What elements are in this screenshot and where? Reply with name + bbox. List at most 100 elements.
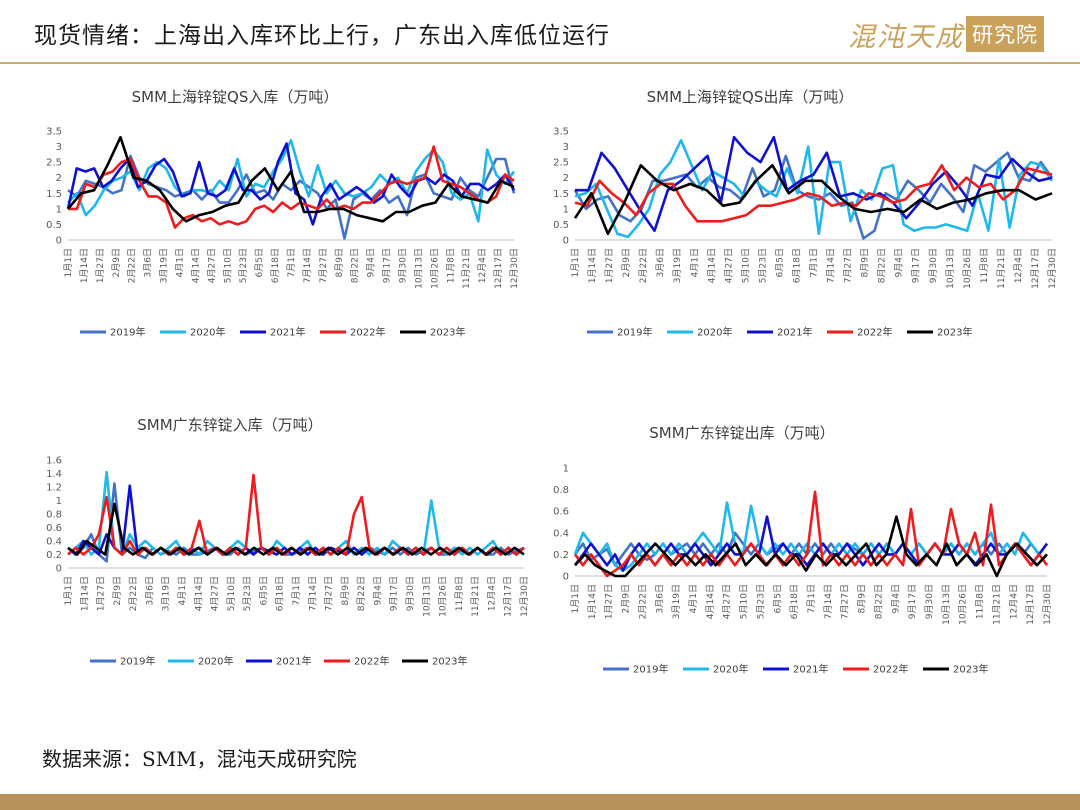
logo-text: 混沌天成 — [848, 21, 964, 53]
x-tick-label: 4月14日 — [193, 576, 204, 611]
x-tick-label: 12月4日 — [1013, 248, 1024, 283]
series-line-2023 — [573, 164, 1053, 236]
x-tick-label: 11月8日 — [445, 248, 456, 283]
x-tick-label: 2月9日 — [112, 576, 123, 605]
x-tick-label: 4月1日 — [688, 584, 699, 613]
x-tick-label: 10月13日 — [941, 584, 952, 625]
footer-bar — [0, 794, 1080, 810]
y-tick-label: 1 — [563, 464, 569, 475]
chart-title: SMM广东锌锭出库（万吨） — [649, 424, 834, 442]
x-tick-label: 6月18日 — [270, 248, 281, 283]
x-tick-label: 7月27日 — [843, 248, 854, 283]
x-tick-label: 5月23日 — [242, 576, 253, 611]
chart-title: SMM上海锌锭QS出库（万吨） — [647, 88, 854, 106]
x-tick-label: 4月1日 — [689, 248, 700, 277]
company-logo: 混沌天成 研究院 — [848, 14, 1044, 54]
x-tick-label: 1月27日 — [95, 248, 106, 283]
x-tick-label: 1月1日 — [570, 584, 581, 613]
x-tick-label: 10月13日 — [421, 576, 432, 617]
y-tick-label: 3.5 — [46, 127, 62, 138]
legend-label: 2020年 — [713, 663, 748, 676]
x-tick-label: 1月14日 — [79, 248, 90, 283]
x-tick-label: 8月22日 — [356, 576, 367, 611]
series-line-2021 — [67, 484, 525, 556]
chart-title: SMM广东锌锭入库（万吨） — [137, 416, 322, 434]
x-tick-label: 5月10日 — [739, 584, 750, 619]
y-tick-label: 0 — [56, 564, 62, 575]
x-tick-label: 12月17日 — [503, 576, 514, 617]
x-tick-label: 8月22日 — [877, 248, 888, 283]
x-tick-label: 7月27日 — [324, 576, 335, 611]
chart-guangdong-inbound: SMM广东锌锭入库（万吨） 0 0.2 0.4 0.6 0.8 1 1.2 1.4 1.6 1月1日… — [46, 416, 530, 668]
x-tick-label: 4月14日 — [706, 248, 717, 283]
x-tick-label: 11月21日 — [470, 576, 481, 617]
x-tick-label: 6月18日 — [275, 576, 286, 611]
x-tick-label: 8月9日 — [860, 248, 871, 277]
x-tick-label: 5月10日 — [226, 576, 237, 611]
y-tick-label: 0.5 — [46, 220, 62, 231]
x-tick-label: 8月22日 — [873, 584, 884, 619]
x-tick-label: 9月30日 — [398, 248, 409, 283]
x-tick-label: 7月1日 — [291, 576, 302, 605]
x-tick-label: 1月27日 — [604, 584, 615, 619]
x-tick-label: 11月21日 — [996, 248, 1007, 289]
x-tick-label: 2月22日 — [128, 576, 139, 611]
x-tick-label: 7月1日 — [809, 248, 820, 277]
x-tick-label: 6月18日 — [791, 248, 802, 283]
y-tick-label: 0.2 — [553, 550, 569, 561]
x-tick-label: 7月14日 — [823, 584, 834, 619]
x-tick-label: 10月26日 — [958, 584, 969, 625]
y-tick-label: 1.5 — [46, 189, 62, 200]
x-tick-label: 6月18日 — [789, 584, 800, 619]
legend-label: 2021年 — [270, 326, 305, 339]
x-tick-label: 11月8日 — [979, 248, 990, 283]
x-tick-label: 7月14日 — [826, 248, 837, 283]
x-tick-label: 1月27日 — [96, 576, 107, 611]
y-tick-label: 0 — [563, 572, 569, 583]
y-tick-label: 1.5 — [553, 189, 569, 200]
y-tick-label: 2 — [56, 173, 62, 184]
x-tick-label: 2月22日 — [638, 248, 649, 283]
legend-label: 2023年 — [430, 326, 465, 339]
x-tick-label: 7月1日 — [286, 248, 297, 277]
chart-shanghai-inbound: SMM上海锌锭QS入库（万吨） 0 0.5 1 1.5 2 2.5 3 3.5 1月1日 1月14日… — [46, 88, 520, 339]
y-tick-label: 2.5 — [46, 158, 62, 169]
x-tick-label: 11月8日 — [454, 576, 465, 611]
data-source-note: 数据来源：SMM，混沌天成研究院 — [42, 747, 357, 771]
legend-label: 2019年 — [617, 326, 652, 339]
series-line-2023 — [67, 502, 525, 556]
x-tick-label: 4月27日 — [206, 248, 217, 283]
x-tick-label: 8月9日 — [340, 576, 351, 605]
legend-label: 2023年 — [937, 326, 972, 339]
x-tick-label: 4月27日 — [210, 576, 221, 611]
x-tick-label: 6月5日 — [258, 576, 269, 605]
y-tick-label: 0.2 — [46, 550, 62, 561]
x-tick-label: 12月30日 — [1047, 248, 1058, 289]
x-tick-label: 9月4日 — [372, 576, 383, 605]
x-tick-label: 12月17日 — [1025, 584, 1036, 625]
x-tick-label: 8月22日 — [350, 248, 361, 283]
x-tick-label: 12月17日 — [493, 248, 504, 289]
x-tick-label: 9月4日 — [894, 248, 905, 277]
legend-label: 2022年 — [354, 655, 389, 668]
x-tick-label: 10月13日 — [413, 248, 424, 289]
x-tick-label: 12月4日 — [1008, 584, 1019, 619]
legend-label: 2023年 — [953, 663, 988, 676]
x-tick-label: 6月5日 — [774, 248, 785, 277]
y-tick-label: 3 — [56, 142, 62, 153]
x-tick-label: 5月10日 — [740, 248, 751, 283]
x-tick-label: 9月17日 — [382, 248, 393, 283]
legend-label: 2021年 — [793, 663, 828, 676]
y-tick-label: 1 — [56, 496, 62, 507]
x-tick-label: 6月5日 — [254, 248, 265, 277]
x-tick-label: 1月1日 — [63, 248, 74, 277]
x-tick-label: 10月26日 — [962, 248, 973, 289]
x-tick-label: 3月19日 — [672, 248, 683, 283]
series-line-2023 — [67, 135, 515, 223]
x-tick-label: 2月22日 — [637, 584, 648, 619]
series-line-2020 — [573, 501, 1049, 572]
y-tick-label: 0 — [56, 236, 62, 247]
x-tick-label: 1月1日 — [63, 576, 74, 605]
x-tick-label: 12月30日 — [1042, 584, 1053, 625]
y-tick-label: 2 — [563, 173, 569, 184]
